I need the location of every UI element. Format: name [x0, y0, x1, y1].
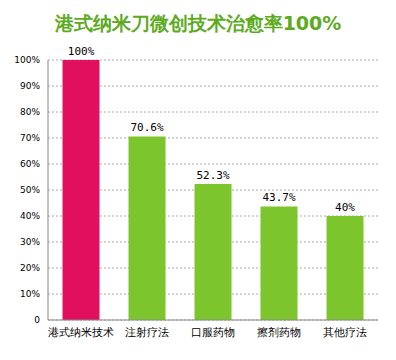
- svg-text:擦剂药物: 擦剂药物: [257, 326, 301, 339]
- html-text:港式纳米刀微创技术治愈率100%: 港式纳米刀微创技术治愈率100%: [54, 12, 342, 34]
- svg-text:100%: 100%: [68, 45, 95, 58]
- svg-text:100%: 100%: [14, 55, 40, 65]
- svg-text:口服药物: 口服药物: [191, 326, 235, 339]
- svg-text:50%: 50%: [20, 185, 40, 195]
- svg-text:其他疗法: 其他疗法: [323, 326, 367, 339]
- svg-text:43.7%: 43.7%: [262, 191, 295, 204]
- svg-text:80%: 80%: [20, 107, 40, 117]
- svg-text:30%: 30%: [20, 237, 40, 247]
- svg-text:70%: 70%: [20, 133, 40, 143]
- svg-text:90%: 90%: [20, 81, 40, 91]
- svg-text:港式纳米技术: 港式纳米技术: [48, 326, 114, 339]
- svg-text:70.6%: 70.6%: [130, 121, 163, 134]
- svg-text:52.3%: 52.3%: [196, 169, 229, 182]
- svg-text:0: 0: [34, 315, 40, 325]
- svg-text:10%: 10%: [20, 289, 40, 299]
- svg-text:40%: 40%: [335, 201, 355, 214]
- svg-text:20%: 20%: [20, 263, 40, 273]
- svg-text:注射疗法: 注射疗法: [125, 326, 169, 339]
- svg-text:40%: 40%: [20, 211, 40, 221]
- svg-text:60%: 60%: [20, 159, 40, 169]
